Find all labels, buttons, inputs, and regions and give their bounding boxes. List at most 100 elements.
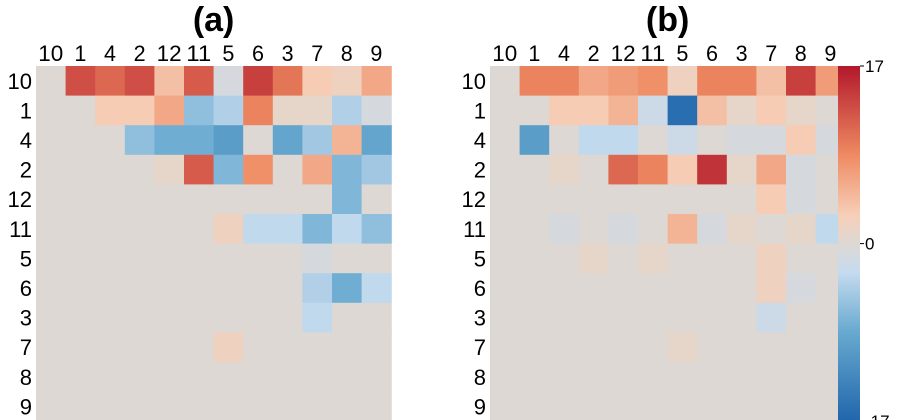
heatmap-cell xyxy=(65,302,96,333)
heatmap-cell xyxy=(213,362,244,393)
heatmap-cell xyxy=(578,302,609,333)
heatmap-cell xyxy=(519,332,550,363)
heatmap-cell xyxy=(332,66,363,97)
heatmap-cell xyxy=(608,95,639,126)
heatmap-cell xyxy=(756,273,787,304)
heatmap-cell xyxy=(124,243,155,274)
heatmap-cell xyxy=(302,273,333,304)
heatmap-cell xyxy=(578,125,609,156)
heatmap-cell xyxy=(726,302,757,333)
heatmap-cell xyxy=(124,95,155,126)
y-tick-label: 8 xyxy=(474,365,486,390)
heatmap-cell xyxy=(786,66,817,97)
heatmap-cell xyxy=(332,214,363,245)
heatmap-cell xyxy=(124,273,155,304)
heatmap-cell xyxy=(608,154,639,185)
heatmap-cell xyxy=(519,243,550,274)
y-tick-label: 3 xyxy=(20,306,32,331)
heatmap-cell xyxy=(667,125,698,156)
heatmap-cell xyxy=(519,184,550,215)
heatmap-cell xyxy=(124,214,155,245)
heatmap-cell xyxy=(667,66,698,97)
x-tick-label: 10 xyxy=(38,41,63,66)
heatmap-cell xyxy=(697,214,728,245)
heatmap-cell xyxy=(608,302,639,333)
heatmap-cell xyxy=(608,125,639,156)
heatmap-cell xyxy=(213,154,244,185)
heatmap-cell xyxy=(184,214,215,245)
heatmap-cell xyxy=(361,184,392,215)
heatmap-cell xyxy=(184,332,215,363)
heatmap-cell xyxy=(578,66,609,97)
x-tick-label: 8 xyxy=(341,41,353,66)
x-tick-label: 12 xyxy=(157,41,182,66)
heatmap-cell xyxy=(638,332,669,363)
heatmap-cell xyxy=(154,362,185,393)
heatmap-cell xyxy=(213,273,244,304)
heatmap-cell xyxy=(756,332,787,363)
heatmap-cell xyxy=(667,273,698,304)
heatmap-cell xyxy=(361,273,392,304)
heatmap-cell xyxy=(243,184,274,215)
heatmap-cell xyxy=(361,214,392,245)
heatmap-cell xyxy=(490,273,521,304)
heatmap-cell xyxy=(36,95,67,126)
heatmap-cell xyxy=(332,273,363,304)
x-tick-label: 4 xyxy=(558,41,570,66)
heatmap-cell xyxy=(154,332,185,363)
y-tick-label: 9 xyxy=(20,394,32,419)
heatmap-cell xyxy=(184,95,215,126)
y-tick-label: 5 xyxy=(20,246,32,271)
x-tick-label: 9 xyxy=(824,41,836,66)
heatmap-cell xyxy=(361,362,392,393)
heatmap-cell xyxy=(332,125,363,156)
heatmap-cell xyxy=(490,184,521,215)
heatmap-cell xyxy=(124,362,155,393)
heatmap-cell xyxy=(332,184,363,215)
heatmap-cell xyxy=(519,154,550,185)
x-tick-label: 11 xyxy=(186,41,211,66)
heatmap-cell xyxy=(36,332,67,363)
heatmap-cell xyxy=(549,154,580,185)
heatmap-cell xyxy=(95,125,126,156)
heatmap-cell xyxy=(667,95,698,126)
heatmap-cell xyxy=(243,362,274,393)
x-tick-label: 12 xyxy=(611,41,636,66)
x-tick-label: 6 xyxy=(252,41,264,66)
heatmap-cell xyxy=(667,302,698,333)
heatmap-cell xyxy=(213,66,244,97)
heatmap-cell xyxy=(697,273,728,304)
colorbar: 17 0 -17 xyxy=(838,57,890,420)
heatmap-cell xyxy=(608,362,639,393)
y-tick-label: 2 xyxy=(20,158,32,183)
heatmap-cell xyxy=(332,154,363,185)
heatmap-cell xyxy=(756,302,787,333)
heatmap-cell xyxy=(302,95,333,126)
x-tick-label: 4 xyxy=(104,41,116,66)
heatmap-cell xyxy=(154,214,185,245)
heatmap-cell xyxy=(184,391,215,420)
heatmap-cell xyxy=(272,66,303,97)
heatmap-cell xyxy=(756,391,787,420)
heatmap-cell xyxy=(756,95,787,126)
heatmap-cell xyxy=(697,391,728,420)
heatmap-cell xyxy=(302,154,333,185)
x-tick-label: 7 xyxy=(311,41,323,66)
heatmap-cell xyxy=(332,302,363,333)
heatmap-cell xyxy=(361,391,392,420)
heatmap-cell xyxy=(578,154,609,185)
colorbar-gradient xyxy=(838,66,860,420)
heatmap-cell xyxy=(184,184,215,215)
heatmap-cell xyxy=(608,332,639,363)
heatmap-cell xyxy=(36,243,67,274)
heatmap-cell xyxy=(36,66,67,97)
heatmap-cell xyxy=(549,273,580,304)
heatmap-cell xyxy=(667,154,698,185)
heatmap-cell xyxy=(272,391,303,420)
heatmap-cell xyxy=(638,95,669,126)
heatmap-cell xyxy=(697,184,728,215)
heatmap-cell xyxy=(243,125,274,156)
heatmap-cell xyxy=(549,332,580,363)
